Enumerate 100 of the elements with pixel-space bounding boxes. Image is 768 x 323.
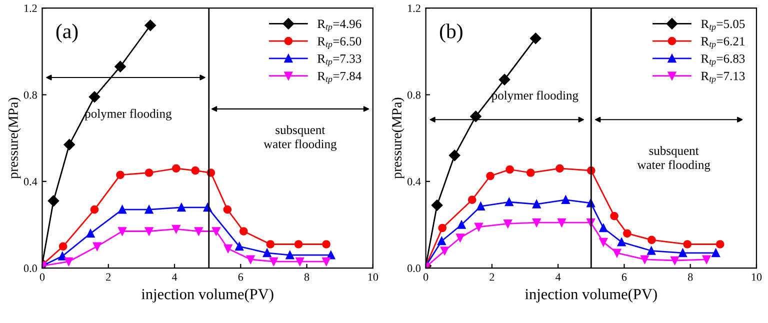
text: (a) xyxy=(56,24,78,43)
y-axis-title: pressure(MPa) xyxy=(8,98,21,179)
x-tick-label: 8 xyxy=(688,273,693,281)
point xyxy=(599,224,608,232)
point xyxy=(58,242,68,251)
legend-label: R$_{tp}$=6.21 xyxy=(701,37,744,49)
y-tick-label: 0.8 xyxy=(24,91,37,99)
point xyxy=(118,227,126,236)
legend-label: R$_{tp}$=4.96 xyxy=(318,20,362,32)
point xyxy=(90,205,99,214)
text: (b) xyxy=(440,24,462,43)
point xyxy=(526,168,535,177)
point xyxy=(118,205,126,214)
point xyxy=(474,222,483,232)
point xyxy=(457,220,466,229)
annotation: subsquent water flooding xyxy=(264,125,337,151)
point xyxy=(556,164,564,173)
x-tick-label: 4 xyxy=(172,273,178,281)
point xyxy=(262,248,272,258)
legend-label: R$_{tp}$=7.13 xyxy=(701,72,745,84)
point xyxy=(322,257,330,266)
point xyxy=(235,242,244,251)
point xyxy=(116,170,124,180)
point xyxy=(470,110,482,122)
point xyxy=(296,257,304,266)
y-tick-label: 0.8 xyxy=(407,91,421,99)
point xyxy=(716,240,724,248)
point xyxy=(558,218,566,227)
legend-label: R$_{tp}$=6.83 xyxy=(701,54,745,66)
point xyxy=(712,248,720,258)
point xyxy=(504,198,514,206)
point xyxy=(64,257,73,266)
x-tick-label: 0 xyxy=(423,273,428,281)
point xyxy=(486,172,494,180)
point xyxy=(440,246,449,255)
x-axis-title: injection volume(PV) xyxy=(525,288,657,302)
point xyxy=(647,246,656,255)
x-tick-label: 8 xyxy=(304,273,310,281)
point xyxy=(212,227,220,236)
point xyxy=(468,196,476,204)
point xyxy=(86,229,95,238)
point xyxy=(246,255,255,264)
legend-label: R$_{tp}$=7.84 xyxy=(318,72,362,84)
point xyxy=(144,205,154,214)
point xyxy=(476,202,485,211)
point xyxy=(64,138,75,150)
point xyxy=(144,168,154,177)
x-tick-label: 6 xyxy=(238,273,244,281)
point xyxy=(294,240,303,248)
x-tick-label: 6 xyxy=(622,273,627,281)
point xyxy=(114,60,126,72)
point xyxy=(617,238,626,246)
point xyxy=(223,205,232,214)
point xyxy=(532,200,541,208)
point xyxy=(286,250,294,260)
point xyxy=(532,218,541,227)
point xyxy=(506,165,514,174)
point xyxy=(144,20,156,32)
point xyxy=(48,195,60,207)
y-tick-label: 1.2 xyxy=(24,4,37,12)
point xyxy=(610,212,618,220)
point xyxy=(438,224,447,232)
point xyxy=(92,242,102,251)
point xyxy=(322,240,330,248)
point xyxy=(438,236,446,246)
point xyxy=(670,256,679,265)
x-tick-label: 4 xyxy=(556,273,561,281)
point xyxy=(599,238,608,246)
point xyxy=(647,236,656,244)
point xyxy=(562,196,570,204)
point xyxy=(326,250,336,260)
point xyxy=(683,240,692,248)
annotation: polymer flooding xyxy=(492,90,578,102)
x-tick-label: 2 xyxy=(106,273,111,281)
point xyxy=(498,74,510,86)
point xyxy=(144,227,154,236)
point xyxy=(191,166,200,175)
x-tick-label: 10 xyxy=(368,273,378,281)
point xyxy=(612,248,622,258)
legend-label: R$_{tp}$=7.33 xyxy=(318,54,362,66)
point xyxy=(678,248,687,258)
y-tick-label: 0.0 xyxy=(24,264,37,272)
point xyxy=(623,229,632,238)
y-tick-label: 1.2 xyxy=(408,4,420,12)
point xyxy=(431,200,443,211)
point xyxy=(448,150,460,162)
x-tick-label: 2 xyxy=(490,273,494,281)
y-tick-label: 0.4 xyxy=(407,178,421,186)
point xyxy=(270,257,278,266)
annotation: polymer flooding xyxy=(84,108,172,120)
point xyxy=(702,255,711,264)
y-tick-label: 0.0 xyxy=(407,264,421,272)
point xyxy=(172,224,180,234)
point xyxy=(194,227,203,236)
point xyxy=(88,91,100,103)
x-tick-label: 0 xyxy=(40,273,45,281)
point xyxy=(172,164,180,173)
y-tick-label: 0.4 xyxy=(24,178,38,186)
point xyxy=(504,220,512,228)
point xyxy=(266,240,275,248)
